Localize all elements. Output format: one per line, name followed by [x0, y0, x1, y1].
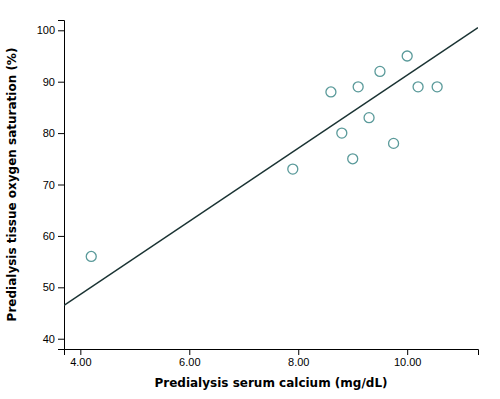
- scatter-point: [337, 128, 347, 138]
- y-tick-mark: [58, 133, 64, 134]
- x-tick-mark: [298, 349, 299, 355]
- x-tick: 6.00: [179, 349, 200, 368]
- scatter-point: [326, 87, 336, 97]
- x-tick-label: 4.00: [70, 356, 91, 368]
- scatter-point: [432, 82, 442, 92]
- x-tick: 8.00: [288, 349, 309, 368]
- x-axis-line: [65, 350, 479, 356]
- scatter-point: [353, 82, 363, 92]
- scatter-point: [364, 113, 374, 123]
- y-tick-mark: [58, 236, 64, 237]
- y-tick: 100: [37, 24, 64, 36]
- scatter-point: [86, 251, 96, 261]
- x-tick-label: 10.00: [394, 356, 422, 368]
- y-tick-mark: [58, 30, 64, 31]
- x-axis-title: Predialysis serum calcium (mg/dL): [154, 376, 387, 390]
- plot: 4.00 6.00 8.00 10.00 40 50 60 70 80 90 100: [37, 21, 479, 368]
- x-tick-mark: [80, 349, 81, 355]
- x-tick: 10.00: [394, 349, 422, 368]
- y-tick-label: 40: [43, 333, 55, 345]
- y-axis: 40 50 60 70 80 90 100: [37, 21, 65, 350]
- chart-container: 4.00 6.00 8.00 10.00 40 50 60 70 80 90 100 Predialy…: [0, 0, 500, 399]
- x-tick: 4.00: [70, 349, 91, 368]
- y-tick: 90: [43, 76, 64, 88]
- marks: [64, 28, 478, 306]
- y-tick: 70: [43, 179, 64, 191]
- y-axis-title: Predialysis tissue oxygen saturation (%): [5, 48, 19, 322]
- y-axis-line: [58, 21, 65, 350]
- y-tick-mark: [58, 287, 64, 288]
- y-tick-label: 50: [43, 281, 55, 293]
- chart-svg: 4.00 6.00 8.00 10.00 40 50 60 70 80 90 100 Predialy…: [0, 0, 500, 399]
- regression-line: [64, 28, 478, 306]
- y-tick: 80: [43, 127, 64, 139]
- scatter-point: [389, 138, 399, 148]
- scatter-point: [288, 164, 298, 174]
- y-tick-mark: [58, 339, 64, 340]
- x-tick-mark: [407, 349, 408, 355]
- y-tick-mark: [58, 82, 64, 83]
- x-axis: 4.00 6.00 8.00 10.00: [65, 349, 479, 368]
- y-tick-label: 70: [43, 179, 55, 191]
- y-tick-label: 90: [43, 76, 55, 88]
- scatter-point: [402, 51, 412, 61]
- y-tick: 40: [43, 333, 64, 345]
- x-tick-mark: [189, 349, 190, 355]
- scatter-point: [348, 154, 358, 164]
- scatter-point: [413, 82, 423, 92]
- y-tick-label: 100: [37, 24, 55, 36]
- x-tick-label: 8.00: [288, 356, 309, 368]
- y-tick-label: 80: [43, 127, 55, 139]
- y-tick: 60: [43, 230, 64, 242]
- x-tick-label: 6.00: [179, 356, 200, 368]
- scatter-point: [375, 66, 385, 76]
- y-tick-mark: [58, 185, 64, 186]
- y-tick-label: 60: [43, 230, 55, 242]
- y-tick: 50: [43, 281, 64, 293]
